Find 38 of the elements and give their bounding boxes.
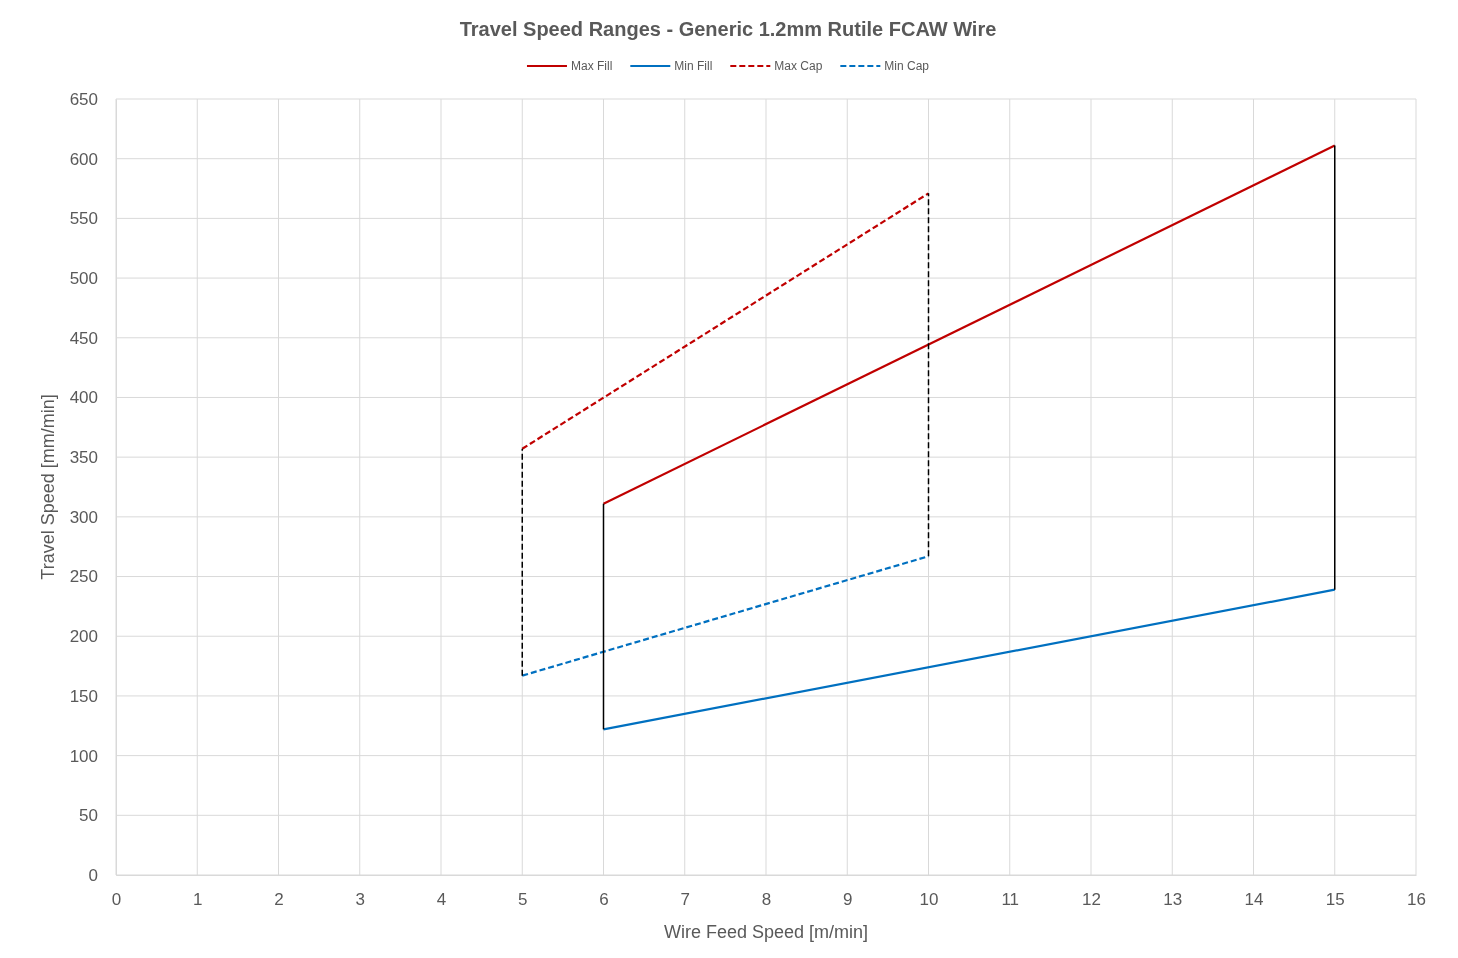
- y-tick-label: 200: [69, 627, 98, 647]
- x-tick-label: 16: [1407, 890, 1426, 910]
- x-tick-label: 8: [761, 890, 772, 910]
- x-tick-label: 12: [1082, 890, 1101, 910]
- legend-label: Max Cap: [774, 59, 823, 73]
- y-tick-label: 400: [69, 388, 98, 408]
- x-tick-label: 0: [111, 890, 122, 910]
- x-tick-label: 2: [274, 890, 284, 910]
- x-tick-label: 11: [1001, 890, 1020, 910]
- x-tick-label: 5: [518, 890, 528, 910]
- legend-label: Min Fill: [674, 59, 713, 73]
- y-tick-label: 650: [69, 89, 98, 109]
- x-tick-label: 6: [599, 890, 609, 910]
- x-tick-label: 4: [436, 890, 447, 910]
- y-tick-label: 450: [69, 328, 98, 348]
- x-tick-label: 13: [1163, 890, 1183, 910]
- x-tick-label: 3: [355, 890, 365, 910]
- x-tick-label: 1: [193, 890, 203, 910]
- y-tick-label: 250: [69, 567, 98, 587]
- y-tick-label: 550: [69, 209, 98, 229]
- x-tick-label: 9: [843, 890, 853, 910]
- y-axis-title: Travel Speed [mm/min]: [38, 394, 58, 580]
- y-tick-label: 500: [69, 269, 98, 289]
- y-tick-label: 50: [79, 806, 98, 826]
- chart-title: Travel Speed Ranges - Generic 1.2mm Rutile FCAW Wire: [459, 18, 997, 40]
- x-tick-label: 7: [680, 890, 690, 910]
- y-tick-label: 300: [69, 507, 98, 527]
- legend-label: Min Cap: [884, 59, 930, 73]
- y-tick-label: 100: [69, 746, 98, 766]
- legend-label: Max Fill: [570, 59, 613, 73]
- y-tick-label: 0: [88, 865, 98, 885]
- y-tick-label: 600: [69, 149, 98, 169]
- x-axis-title: Wire Feed Speed [m/min]: [663, 922, 869, 942]
- y-tick-label: 150: [69, 686, 98, 706]
- y-tick-label: 350: [69, 448, 98, 468]
- x-tick-label: 14: [1244, 890, 1264, 910]
- x-tick-label: 10: [919, 890, 939, 910]
- x-tick-label: 15: [1325, 890, 1345, 910]
